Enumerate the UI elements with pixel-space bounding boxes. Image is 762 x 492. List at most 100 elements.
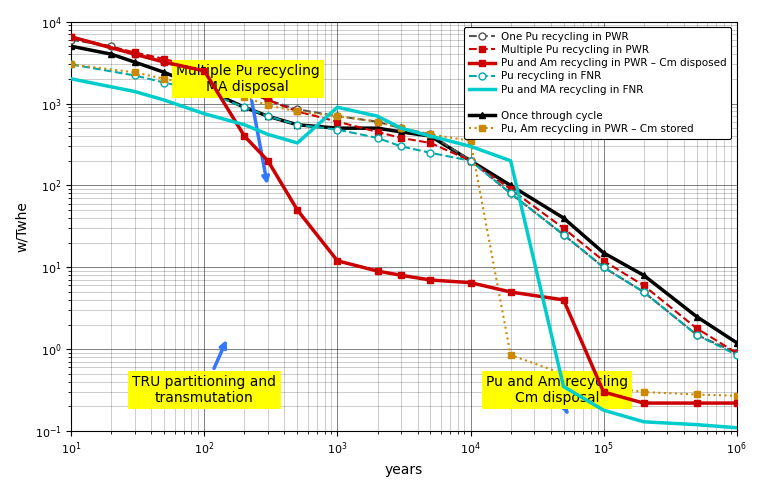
Multiple Pu recycling in PWR bbox=[130, 50, 139, 56]
Pu recycling in FNR bbox=[293, 122, 302, 128]
One Pu recycling in PWR bbox=[732, 350, 741, 356]
Y-axis label: w/Twhe: w/Twhe bbox=[15, 201, 29, 252]
One Pu recycling in PWR bbox=[240, 89, 249, 94]
Multiple Pu recycling in PWR bbox=[333, 119, 342, 124]
One Pu recycling in PWR bbox=[692, 332, 701, 338]
Pu and MA recycling in FNR bbox=[732, 425, 741, 430]
Multiple Pu recycling in PWR bbox=[264, 97, 273, 103]
Pu recycling in FNR bbox=[264, 113, 273, 119]
Multiple Pu recycling in PWR bbox=[200, 66, 209, 72]
Pu and Am recycling in PWR - Cm disposed bbox=[506, 289, 515, 295]
Once through cycle bbox=[240, 104, 249, 110]
Pu, Am recycling in PWR - Cm stored bbox=[200, 84, 209, 90]
Pu and Am recycling in PWR - Cm disposed bbox=[426, 277, 435, 283]
Once through cycle bbox=[264, 113, 273, 119]
Once through cycle bbox=[396, 129, 405, 135]
Pu, Am recycling in PWR - Cm stored bbox=[426, 131, 435, 137]
Pu recycling in FNR bbox=[692, 332, 701, 338]
Pu, Am recycling in PWR - Cm stored bbox=[506, 352, 515, 358]
Pu and MA recycling in FNR bbox=[426, 133, 435, 139]
Pu, Am recycling in PWR - Cm stored bbox=[559, 371, 568, 377]
Pu and Am recycling in PWR - Cm disposed bbox=[264, 158, 273, 164]
Once through cycle bbox=[67, 43, 76, 49]
One Pu recycling in PWR bbox=[107, 43, 116, 49]
One Pu recycling in PWR bbox=[333, 113, 342, 119]
Pu and MA recycling in FNR bbox=[67, 76, 76, 82]
Pu and MA recycling in FNR bbox=[692, 422, 701, 428]
Pu and Am recycling in PWR - Cm disposed bbox=[373, 268, 382, 274]
Multiple Pu recycling in PWR bbox=[559, 225, 568, 231]
Pu, Am recycling in PWR - Cm stored bbox=[732, 393, 741, 399]
Pu recycling in FNR bbox=[506, 190, 515, 196]
Pu and Am recycling in PWR - Cm disposed bbox=[130, 51, 139, 57]
Multiple Pu recycling in PWR bbox=[426, 140, 435, 146]
Text: Pu and Am recycling
Cm disposal: Pu and Am recycling Cm disposal bbox=[486, 375, 628, 412]
Line: Multiple Pu recycling in PWR: Multiple Pu recycling in PWR bbox=[68, 33, 740, 356]
Pu and Am recycling in PWR - Cm disposed bbox=[732, 400, 741, 406]
Pu, Am recycling in PWR - Cm stored bbox=[333, 113, 342, 119]
Pu, Am recycling in PWR - Cm stored bbox=[67, 62, 76, 67]
Pu, Am recycling in PWR - Cm stored bbox=[599, 384, 608, 390]
Pu, Am recycling in PWR - Cm stored bbox=[692, 392, 701, 398]
Pu, Am recycling in PWR - Cm stored bbox=[373, 119, 382, 124]
Once through cycle bbox=[692, 314, 701, 320]
Pu and Am recycling in PWR - Cm disposed bbox=[293, 207, 302, 213]
Line: One Pu recycling in PWR: One Pu recycling in PWR bbox=[68, 36, 740, 356]
Pu recycling in FNR bbox=[639, 289, 648, 295]
Pu and Am recycling in PWR - Cm disposed bbox=[67, 34, 76, 40]
Multiple Pu recycling in PWR bbox=[732, 350, 741, 356]
Pu and Am recycling in PWR - Cm disposed bbox=[559, 297, 568, 303]
One Pu recycling in PWR bbox=[426, 131, 435, 137]
Pu, Am recycling in PWR - Cm stored bbox=[396, 125, 405, 131]
Pu recycling in FNR bbox=[466, 158, 475, 164]
Pu and Am recycling in PWR - Cm disposed bbox=[692, 400, 701, 406]
One Pu recycling in PWR bbox=[130, 51, 139, 57]
One Pu recycling in PWR bbox=[466, 158, 475, 164]
Legend: One Pu recycling in PWR, Multiple Pu recycling in PWR, Pu and Am recycling in PW: One Pu recycling in PWR, Multiple Pu rec… bbox=[464, 27, 732, 139]
Pu and Am recycling in PWR - Cm disposed bbox=[240, 133, 249, 139]
Pu and MA recycling in FNR bbox=[599, 407, 608, 413]
Line: Pu and Am recycling in PWR - Cm disposed: Pu and Am recycling in PWR - Cm disposed bbox=[68, 33, 740, 406]
Once through cycle bbox=[599, 250, 608, 256]
Pu and MA recycling in FNR bbox=[130, 89, 139, 94]
Pu and Am recycling in PWR - Cm disposed bbox=[200, 68, 209, 74]
Pu and Am recycling in PWR - Cm disposed bbox=[396, 272, 405, 278]
X-axis label: years: years bbox=[385, 463, 423, 477]
Pu recycling in FNR bbox=[200, 89, 209, 94]
Multiple Pu recycling in PWR bbox=[506, 186, 515, 192]
Multiple Pu recycling in PWR bbox=[373, 129, 382, 135]
Pu and MA recycling in FNR bbox=[373, 113, 382, 119]
Pu and Am recycling in PWR - Cm disposed bbox=[599, 389, 608, 395]
Pu and MA recycling in FNR bbox=[466, 143, 475, 149]
Pu recycling in FNR bbox=[373, 135, 382, 141]
Line: Pu and MA recycling in FNR: Pu and MA recycling in FNR bbox=[72, 79, 737, 428]
Pu and Am recycling in PWR - Cm disposed bbox=[466, 279, 475, 285]
Pu and MA recycling in FNR bbox=[506, 158, 515, 164]
Text: Multiple Pu recycling
MA disposal: Multiple Pu recycling MA disposal bbox=[176, 64, 319, 181]
Pu recycling in FNR bbox=[333, 126, 342, 132]
One Pu recycling in PWR bbox=[160, 59, 169, 65]
Pu and Am recycling in PWR - Cm disposed bbox=[333, 258, 342, 264]
Pu and MA recycling in FNR bbox=[333, 104, 342, 110]
Multiple Pu recycling in PWR bbox=[599, 258, 608, 264]
One Pu recycling in PWR bbox=[373, 119, 382, 124]
Once through cycle bbox=[639, 272, 648, 278]
One Pu recycling in PWR bbox=[264, 97, 273, 103]
Pu and MA recycling in FNR bbox=[639, 419, 648, 425]
Once through cycle bbox=[426, 133, 435, 139]
Pu recycling in FNR bbox=[599, 264, 608, 270]
Once through cycle bbox=[333, 125, 342, 131]
Multiple Pu recycling in PWR bbox=[639, 282, 648, 288]
Pu, Am recycling in PWR - Cm stored bbox=[130, 69, 139, 75]
One Pu recycling in PWR bbox=[599, 264, 608, 270]
Pu, Am recycling in PWR - Cm stored bbox=[160, 76, 169, 82]
Pu, Am recycling in PWR - Cm stored bbox=[293, 109, 302, 115]
Once through cycle bbox=[293, 122, 302, 128]
Pu and MA recycling in FNR bbox=[160, 97, 169, 103]
Once through cycle bbox=[160, 69, 169, 75]
Pu, Am recycling in PWR - Cm stored bbox=[639, 389, 648, 395]
Pu recycling in FNR bbox=[130, 72, 139, 78]
Line: Pu recycling in FNR: Pu recycling in FNR bbox=[68, 61, 740, 359]
Pu recycling in FNR bbox=[396, 143, 405, 149]
Pu, Am recycling in PWR - Cm stored bbox=[264, 102, 273, 108]
